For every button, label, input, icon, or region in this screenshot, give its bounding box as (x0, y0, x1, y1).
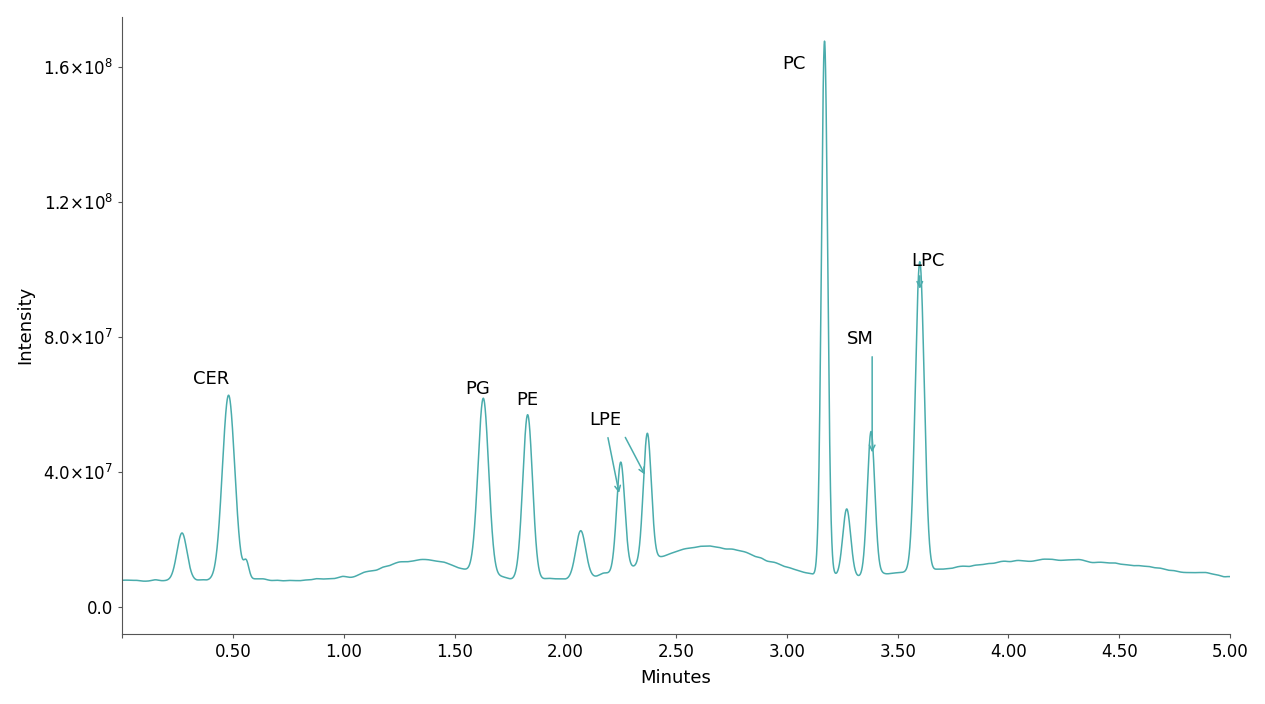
X-axis label: Minutes: Minutes (640, 670, 711, 687)
Text: LPE: LPE (589, 411, 622, 429)
Text: LPC: LPC (911, 252, 944, 270)
Text: PG: PG (466, 380, 491, 398)
Y-axis label: Intensity: Intensity (16, 287, 34, 365)
Text: CER: CER (194, 370, 229, 389)
Text: SM: SM (846, 330, 874, 348)
Text: PC: PC (783, 55, 806, 73)
Text: PE: PE (516, 391, 539, 408)
